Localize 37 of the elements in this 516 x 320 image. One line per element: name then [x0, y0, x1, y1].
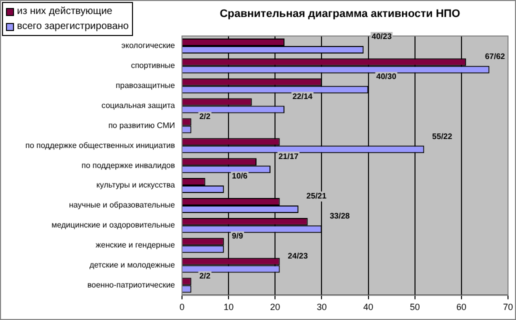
- legend-label: всего зарегистрировано: [17, 21, 129, 32]
- annotation: 24/23: [288, 251, 308, 260]
- y-tick-label: экологические: [121, 41, 176, 50]
- y-tick-label: спортивные: [130, 61, 176, 70]
- y-tick-label: военно-патриотические: [87, 280, 176, 290]
- annotation: 21/17: [278, 152, 300, 161]
- y-tick-label: по поддержке общественных инициатив: [25, 140, 175, 150]
- y-tick-label: детские и молодежные: [89, 260, 176, 270]
- y-tick-label: медицинские и оздоровительные: [51, 220, 176, 230]
- annotation: 2/2: [199, 112, 211, 121]
- x-tick-label: 70: [502, 302, 513, 312]
- legend-label: из них действующие: [17, 6, 112, 17]
- y-tick-label: культуры и искусства: [96, 180, 176, 190]
- annotation: 55/22: [432, 132, 453, 141]
- y-tick-label: правозащитные: [116, 81, 176, 90]
- annotation: 40/30: [376, 72, 397, 82]
- annotation: 10/6: [232, 172, 248, 181]
- x-tick-label: 30: [316, 302, 327, 312]
- annotation: 22/14: [292, 92, 314, 101]
- y-tick-label: женские и гендерные: [96, 240, 176, 250]
- annotation: 40/23: [372, 32, 392, 42]
- x-tick-label: 60: [456, 302, 466, 312]
- y-tick-label: научные и образовательные: [69, 200, 176, 210]
- y-tick-label: по поддержке инвалидов: [82, 160, 175, 170]
- x-tick-label: 20: [270, 302, 280, 312]
- y-tick-label: социальная защита: [102, 100, 176, 110]
- x-tick-label: 10: [224, 302, 234, 312]
- annotation: 25/21: [306, 192, 327, 201]
- x-tick-label: 50: [410, 302, 420, 312]
- annotation: 9/9: [232, 232, 244, 241]
- y-tick-label: по развитию СМИ: [108, 120, 176, 130]
- annotation: 67/62: [484, 52, 506, 62]
- x-tick-label: 0: [179, 302, 185, 312]
- x-tick-label: 40: [363, 302, 374, 312]
- annotation: 2/2: [199, 271, 211, 280]
- annotation: 33/28: [330, 212, 350, 221]
- chart-title: Сравнительная диаграмма активности НПО: [218, 8, 462, 20]
